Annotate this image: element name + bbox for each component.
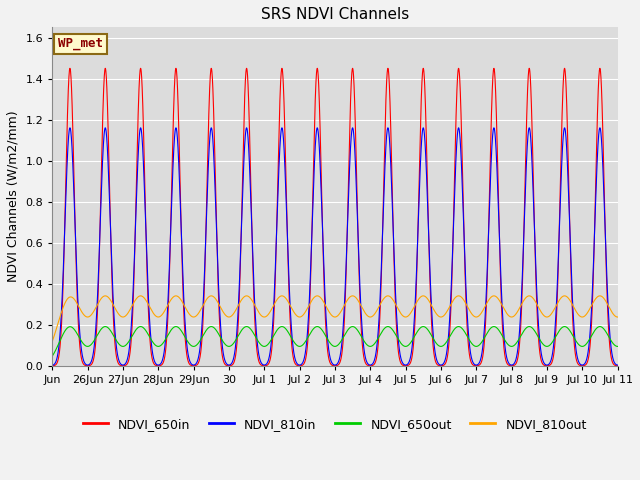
NDVI_650out [253, 336, 260, 342]
NDVI_650out [383, 324, 390, 330]
NDVI_810in [596, 125, 604, 131]
Title: SRS NDVI Channels: SRS NDVI Channels [260, 7, 409, 22]
NDVI_810in [408, 349, 415, 355]
NDVI_650in [383, 76, 390, 82]
NDVI_810in [253, 336, 260, 342]
NDVI_810in [498, 290, 506, 296]
NDVI_650out [408, 339, 415, 345]
NDVI_650in [408, 357, 415, 363]
NDVI_810out [383, 293, 390, 299]
NDVI_810out [77, 307, 84, 313]
Legend: NDVI_650in, NDVI_810in, NDVI_650out, NDVI_810out: NDVI_650in, NDVI_810in, NDVI_650out, NDV… [78, 413, 592, 436]
Line: NDVI_650out: NDVI_650out [52, 326, 618, 356]
NDVI_650out [614, 344, 621, 349]
NDVI_650in [467, 360, 475, 366]
Y-axis label: NDVI Channels (W/m2/mm): NDVI Channels (W/m2/mm) [7, 111, 20, 282]
NDVI_810out [596, 293, 604, 299]
NDVI_810out [498, 301, 506, 307]
NDVI_810out [467, 311, 475, 316]
NDVI_650in [49, 363, 56, 369]
NDVI_650in [596, 65, 604, 71]
NDVI_810out [408, 309, 415, 315]
NDVI_650out [596, 324, 604, 329]
NDVI_650in [614, 363, 621, 369]
NDVI_810in [77, 340, 84, 346]
Text: WP_met: WP_met [58, 37, 103, 50]
NDVI_650in [498, 304, 506, 310]
Line: NDVI_810out: NDVI_810out [52, 296, 618, 341]
Line: NDVI_810in: NDVI_810in [52, 128, 618, 365]
NDVI_810out [49, 338, 56, 344]
NDVI_810in [383, 132, 390, 137]
NDVI_810out [253, 306, 260, 312]
NDVI_650out [498, 332, 506, 337]
NDVI_650out [467, 340, 475, 346]
NDVI_810in [49, 362, 56, 368]
NDVI_650in [253, 348, 260, 354]
NDVI_650in [77, 351, 84, 357]
NDVI_650out [49, 353, 56, 359]
NDVI_810in [467, 354, 475, 360]
NDVI_650out [77, 337, 84, 343]
Line: NDVI_650in: NDVI_650in [52, 68, 618, 366]
NDVI_810in [614, 362, 621, 368]
NDVI_810out [614, 314, 621, 320]
